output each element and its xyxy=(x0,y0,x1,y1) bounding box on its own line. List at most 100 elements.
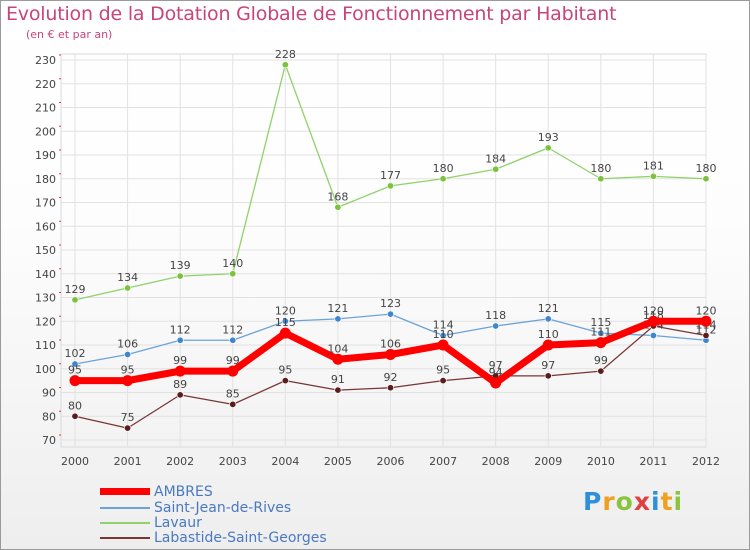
x-tick-label: 2007 xyxy=(429,455,457,468)
data-point-labastide-saint-georges xyxy=(124,424,132,432)
logo-letter: r xyxy=(602,487,616,516)
data-label-ambres: 99 xyxy=(173,354,187,367)
y-tick-label: 100 xyxy=(35,363,56,376)
data-label-labastide-saint-georges: 95 xyxy=(278,364,292,377)
data-point-ambres xyxy=(332,353,344,365)
y-tick-label: 90 xyxy=(42,387,56,400)
data-point-ambres xyxy=(700,315,712,327)
data-label-ambres: 106 xyxy=(380,338,401,351)
y-tick-label: 150 xyxy=(35,244,56,257)
data-point-saint-jean-de-rives xyxy=(334,315,342,323)
data-point-saint-jean-de-rives xyxy=(176,336,184,344)
data-point-saint-jean-de-rives xyxy=(229,336,237,344)
y-tick-label: 170 xyxy=(35,197,56,210)
legend-swatch-ambres xyxy=(100,488,150,495)
y-tick-label: 210 xyxy=(35,102,56,115)
data-label-lavaur: 168 xyxy=(327,190,348,203)
data-label-labastide-saint-georges: 80 xyxy=(68,399,82,412)
x-tick-label: 2008 xyxy=(482,455,510,468)
data-label-lavaur: 180 xyxy=(696,162,717,175)
y-tick-label: 120 xyxy=(35,315,56,328)
legend-swatch-saint-jean xyxy=(100,507,150,509)
data-label-lavaur: 184 xyxy=(485,152,506,165)
data-point-ambres xyxy=(595,337,607,349)
data-point-ambres xyxy=(647,315,659,327)
legend-swatch-lavaur xyxy=(100,522,150,524)
data-label-ambres: 110 xyxy=(538,328,559,341)
data-label-ambres: 120 xyxy=(643,304,664,317)
data-label-ambres: 110 xyxy=(433,328,454,341)
chart-title: Evolution de la Dotation Globale de Fonc… xyxy=(6,3,617,25)
data-label-ambres: 95 xyxy=(121,364,135,377)
data-label-lavaur: 140 xyxy=(222,257,243,270)
x-tick-label: 2009 xyxy=(534,455,562,468)
data-label-lavaur: 177 xyxy=(380,169,401,182)
data-label-lavaur: 139 xyxy=(170,259,191,272)
data-label-labastide-saint-georges: 97 xyxy=(541,359,555,372)
x-tick-label: 2006 xyxy=(377,455,405,468)
data-label-labastide-saint-georges: 92 xyxy=(384,371,398,384)
data-label-saint-jean-de-rives: 121 xyxy=(327,302,348,315)
logo-letter: i xyxy=(651,487,661,516)
data-label-labastide-saint-georges: 91 xyxy=(331,373,345,386)
data-point-lavaur xyxy=(334,203,342,211)
logo-letter: t xyxy=(660,487,674,516)
x-tick-label: 2002 xyxy=(166,455,194,468)
y-tick-label: 140 xyxy=(35,268,56,281)
data-label-lavaur: 181 xyxy=(643,159,664,172)
data-point-ambres xyxy=(174,365,186,377)
data-point-labastide-saint-georges xyxy=(702,331,710,339)
y-tick-label: 80 xyxy=(42,410,56,423)
data-point-labastide-saint-georges xyxy=(176,391,184,399)
data-label-ambres: 111 xyxy=(590,326,611,339)
data-label-saint-jean-de-rives: 118 xyxy=(485,309,506,322)
data-label-saint-jean-de-rives: 102 xyxy=(65,347,86,360)
data-point-labastide-saint-georges xyxy=(544,372,552,380)
data-point-lavaur xyxy=(124,284,132,292)
proxiti-logo: Proxiti xyxy=(583,487,683,516)
y-tick-label: 160 xyxy=(35,220,56,233)
y-tick-label: 70 xyxy=(42,434,56,447)
data-label-ambres: 99 xyxy=(226,354,240,367)
data-label-lavaur: 134 xyxy=(117,271,138,284)
data-point-saint-jean-de-rives xyxy=(544,315,552,323)
y-tick-label: 180 xyxy=(35,173,56,186)
data-point-labastide-saint-georges xyxy=(281,377,289,385)
y-tick-label: 190 xyxy=(35,149,56,162)
data-point-lavaur xyxy=(597,175,605,183)
data-point-saint-jean-de-rives xyxy=(71,360,79,368)
data-point-ambres xyxy=(385,349,396,360)
legend-label-labastide: Labastide-Saint-Georges xyxy=(154,530,327,546)
data-point-lavaur xyxy=(281,61,289,69)
data-point-ambres xyxy=(542,339,554,351)
logo-letter: x xyxy=(633,487,651,516)
data-point-labastide-saint-georges xyxy=(597,367,605,375)
x-tick-label: 2001 xyxy=(114,455,142,468)
data-point-saint-jean-de-rives xyxy=(281,317,289,325)
data-label-labastide-saint-georges: 97 xyxy=(489,359,503,372)
chart-subtitle: (en € et par an) xyxy=(26,28,113,41)
x-tick-label: 2004 xyxy=(271,455,299,468)
data-point-ambres xyxy=(69,375,81,387)
data-point-saint-jean-de-rives xyxy=(492,322,500,330)
x-tick-label: 2003 xyxy=(219,455,247,468)
data-point-lavaur xyxy=(176,272,184,280)
x-tick-label: 2005 xyxy=(324,455,352,468)
data-label-saint-jean-de-rives: 112 xyxy=(696,323,717,336)
data-point-lavaur xyxy=(492,165,500,173)
data-point-labastide-saint-georges xyxy=(71,412,79,420)
data-label-ambres: 95 xyxy=(68,364,82,377)
data-label-saint-jean-de-rives: 123 xyxy=(380,297,401,310)
x-tick-label: 2012 xyxy=(692,455,720,468)
data-label-saint-jean-de-rives: 112 xyxy=(170,323,191,336)
data-point-labastide-saint-georges xyxy=(386,384,394,392)
data-point-ambres xyxy=(227,365,239,377)
x-tick-label: 2010 xyxy=(587,455,615,468)
x-tick-label: 2000 xyxy=(61,455,89,468)
legend-label-saint-jean: Saint-Jean-de-Rives xyxy=(154,500,292,516)
data-label-ambres: 120 xyxy=(696,304,717,317)
data-label-saint-jean-de-rives: 121 xyxy=(538,302,559,315)
data-point-saint-jean-de-rives xyxy=(124,350,132,358)
y-tick-label: 110 xyxy=(35,339,56,352)
